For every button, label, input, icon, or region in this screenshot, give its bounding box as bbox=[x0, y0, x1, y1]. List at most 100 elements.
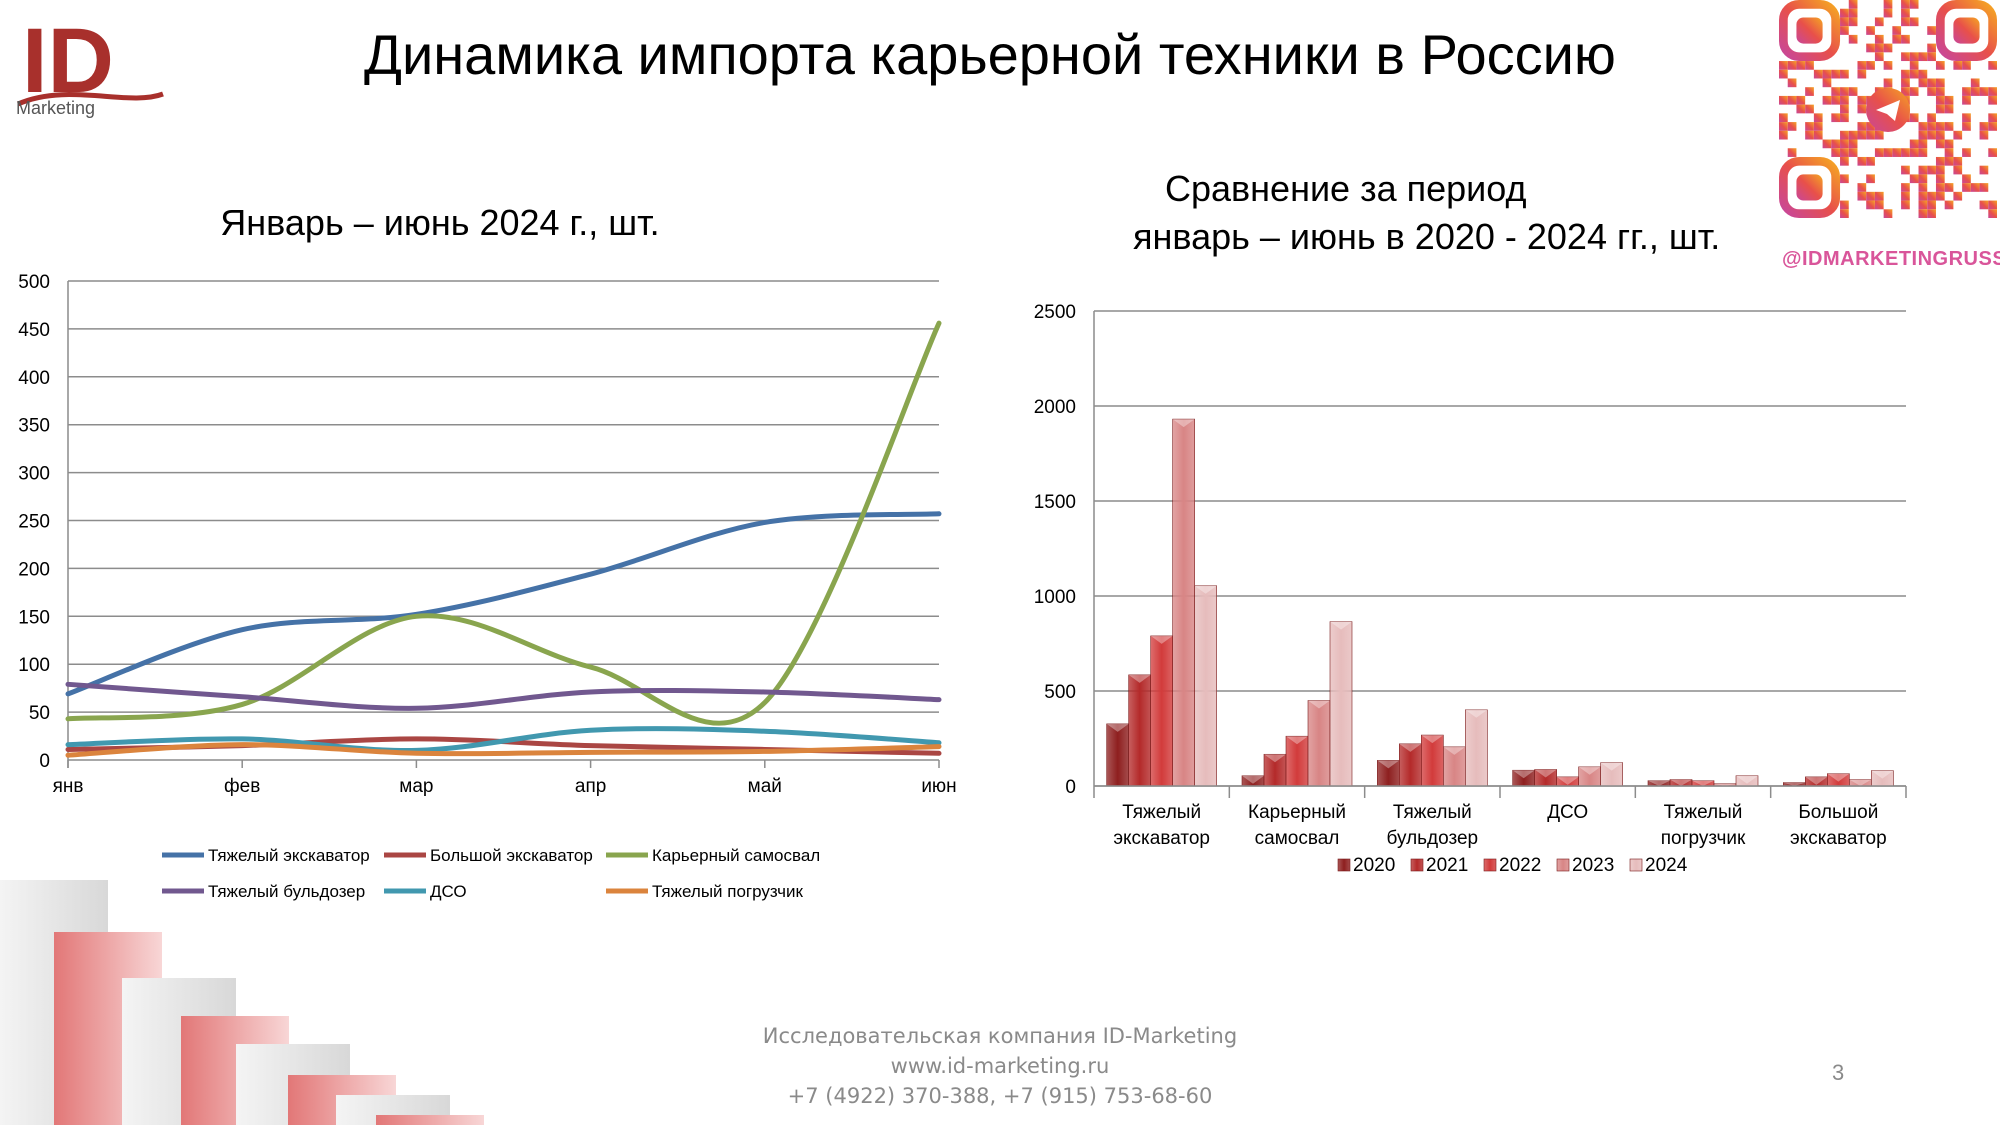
y-tick-label: 500 bbox=[18, 272, 50, 293]
y-tick-label: 100 bbox=[18, 655, 50, 676]
bar-highlight bbox=[1330, 621, 1352, 630]
bar-2023 bbox=[1172, 418, 1195, 787]
category-label: Тяжелый bbox=[1122, 802, 1201, 823]
x-tick-label: май bbox=[748, 776, 782, 797]
bar-highlight bbox=[1648, 780, 1670, 786]
bar-2023 bbox=[1307, 700, 1331, 787]
y-tick-label: 150 bbox=[18, 607, 50, 628]
y-tick-label: 0 bbox=[1065, 777, 1076, 798]
x-tick-label: фев bbox=[224, 776, 260, 797]
bar-highlight bbox=[1286, 736, 1308, 745]
social-handle[interactable]: @IDMARKETINGRUSSIA bbox=[1782, 248, 2000, 270]
y-tick-label: 500 bbox=[1044, 682, 1076, 703]
footer-website[interactable]: www.id-marketing.ru bbox=[890, 1054, 1110, 1078]
bar-highlight bbox=[1736, 775, 1758, 784]
bar-highlight bbox=[1534, 769, 1557, 778]
legend-label: 2020 bbox=[1353, 855, 1395, 876]
bar-2020 bbox=[1106, 723, 1129, 787]
bar-highlight bbox=[1443, 746, 1466, 755]
legend-swatch bbox=[1410, 858, 1424, 872]
footer-phones: +7 (4922) 370-388, +7 (915) 753-68-60 bbox=[787, 1084, 1213, 1108]
legend-label: Тяжелый экскаватор bbox=[208, 846, 370, 865]
bar-highlight bbox=[1714, 783, 1736, 786]
y-tick-label: 250 bbox=[18, 512, 50, 533]
bar-chart-title-line2: январь – июнь в 2020 - 2024 гг., шт. bbox=[1133, 216, 1721, 257]
category-label: Карьерный bbox=[1248, 802, 1346, 823]
category-label: ДСО bbox=[1547, 802, 1588, 823]
y-tick-label: 300 bbox=[18, 464, 50, 485]
page-number: 3 bbox=[1832, 1060, 1845, 1085]
bar-highlight bbox=[1578, 766, 1601, 775]
logo-text: Marketing bbox=[16, 98, 95, 118]
category-label: самосвал bbox=[1255, 828, 1340, 849]
bar-highlight bbox=[1556, 776, 1579, 785]
bar-highlight bbox=[1871, 770, 1894, 779]
legend-label: 2021 bbox=[1426, 855, 1468, 876]
bar-highlight bbox=[1264, 754, 1286, 763]
legend-swatch bbox=[1483, 858, 1497, 872]
decorative-steps bbox=[0, 880, 484, 1125]
footer-company: Исследовательская компания ID-Marketing bbox=[762, 1024, 1238, 1048]
bar-chart: 0 500 1000 1500 2000 2500 Тяжелый экскаватор Кар… bbox=[1034, 302, 1907, 876]
bar-2022 bbox=[1150, 635, 1173, 787]
category-label: экскаватор bbox=[1790, 828, 1887, 849]
y-tick-label: 2500 bbox=[1034, 302, 1076, 323]
x-tick-label: янв bbox=[53, 776, 84, 797]
legend-label: 2024 bbox=[1645, 855, 1688, 876]
line-chart: 0 50 100 150 200 250 300 350 400 450 500 янв фев мар а… bbox=[18, 272, 956, 901]
y-tick-label: 400 bbox=[18, 368, 50, 389]
bar-highlight bbox=[1308, 700, 1330, 709]
bar-2024 bbox=[1329, 621, 1353, 787]
y-tick-label: 450 bbox=[18, 320, 50, 341]
y-tick-label: 2000 bbox=[1034, 397, 1076, 418]
bar-highlight bbox=[1172, 419, 1195, 428]
page-title: Динамика импорта карьерной техники в Рос… bbox=[364, 23, 1616, 86]
bar-2024 bbox=[1194, 585, 1217, 787]
y-tick-label: 0 bbox=[39, 751, 50, 772]
y-tick-label: 1000 bbox=[1034, 587, 1076, 608]
bar-highlight bbox=[1827, 773, 1850, 782]
legend-label: ДСО bbox=[430, 882, 467, 901]
series-line-5 bbox=[65, 726, 942, 754]
bar-highlight bbox=[1600, 762, 1623, 771]
legend-swatch bbox=[1337, 858, 1351, 872]
y-tick-label: 200 bbox=[18, 559, 50, 580]
bar-highlight bbox=[1377, 760, 1400, 769]
category-label: Большой bbox=[1798, 802, 1878, 823]
series-line-1 bbox=[65, 511, 942, 697]
legend-swatch bbox=[1629, 858, 1643, 872]
category-label: погрузчик bbox=[1661, 828, 1746, 849]
bar-highlight bbox=[1399, 743, 1422, 752]
bar-highlight bbox=[1692, 780, 1714, 786]
bar-highlight bbox=[1194, 585, 1217, 594]
category-label: Тяжелый bbox=[1664, 802, 1743, 823]
legend-label: Карьерный самосвал bbox=[652, 846, 820, 865]
id-marketing-logo: ID Marketing bbox=[16, 12, 164, 118]
x-tick-label: июн bbox=[921, 776, 956, 797]
y-tick-label: 1500 bbox=[1034, 492, 1076, 513]
legend-label: 2022 bbox=[1499, 855, 1541, 876]
bar-2021 bbox=[1128, 674, 1151, 787]
category-label: Тяжелый bbox=[1393, 802, 1472, 823]
bar-highlight bbox=[1465, 709, 1488, 718]
bar-highlight bbox=[1242, 775, 1264, 784]
legend-label: Большой экскаватор bbox=[430, 846, 593, 865]
qr-code[interactable] bbox=[1779, 0, 1997, 218]
category-label: бульдозер bbox=[1387, 828, 1479, 849]
series-line-3 bbox=[65, 320, 942, 726]
legend-label: 2023 bbox=[1572, 855, 1614, 876]
bar-highlight bbox=[1421, 735, 1444, 744]
category-label: экскаватор bbox=[1113, 828, 1210, 849]
legend-label: Тяжелый бульдозер bbox=[208, 882, 365, 901]
series-line-6 bbox=[65, 742, 942, 758]
bar-highlight bbox=[1512, 770, 1535, 779]
bar-highlight bbox=[1670, 779, 1692, 786]
line-chart-title: Январь – июнь 2024 г., шт. bbox=[220, 202, 660, 243]
y-tick-label: 350 bbox=[18, 416, 50, 437]
bar-highlight bbox=[1150, 635, 1173, 644]
legend-swatch bbox=[1556, 858, 1570, 872]
y-tick-label: 50 bbox=[29, 703, 50, 724]
bar-2024 bbox=[1465, 709, 1488, 787]
series-line-4 bbox=[65, 681, 942, 711]
bar-highlight bbox=[1849, 779, 1872, 786]
